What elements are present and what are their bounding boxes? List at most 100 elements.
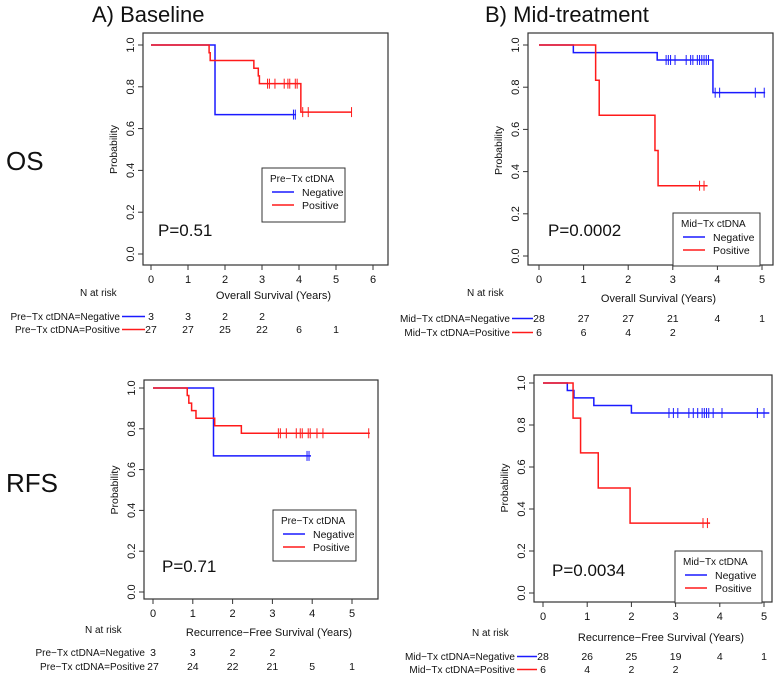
y-tick-label: 1.0 — [516, 375, 528, 390]
x-tick-label: 2 — [222, 274, 228, 286]
legend-box — [674, 550, 763, 604]
x-tick-label: 4 — [717, 611, 723, 623]
risk-count: 21 — [667, 313, 679, 325]
risk-row-label: Mid−Tx ctDNA=Positive — [409, 665, 515, 676]
risk-count: 2 — [230, 647, 236, 659]
y-tick-label: 1.0 — [510, 37, 522, 52]
risk-count: 6 — [581, 327, 587, 339]
km-panel-a-rfs: 0 1 2 3 4 5 0.0 0.2 0.4 0.6 0.8 1.0 Probability Recur… — [36, 379, 379, 673]
legend-box — [261, 167, 346, 223]
x-tick-label: 0 — [536, 274, 542, 286]
legend-label-negative: Negative — [713, 232, 755, 244]
p-value: P=0.71 — [162, 557, 216, 576]
legend-label-negative: Negative — [715, 570, 757, 582]
row-title-os: OS — [6, 146, 44, 176]
x-tick-label: 3 — [259, 274, 265, 286]
p-value: P=0.0034 — [552, 561, 625, 580]
n-at-risk-title: N at risk — [80, 288, 118, 299]
risk-count: 27 — [145, 324, 157, 336]
x-tick-label: 2 — [625, 274, 631, 286]
risk-count: 25 — [219, 324, 231, 336]
risk-row-label: Pre−Tx ctDNA=Negative — [11, 312, 121, 323]
risk-count: 27 — [147, 661, 159, 673]
risk-count: 26 — [581, 651, 593, 663]
km-panel-b-os: 0 1 2 3 4 5 0.0 0.2 0.4 0.6 0.8 1.0 Probability Overa… — [400, 32, 774, 339]
n-at-risk-title: N at risk — [472, 628, 510, 639]
x-tick-label: 5 — [761, 611, 767, 623]
km-curve-positive — [539, 44, 708, 187]
x-tick-label: 5 — [333, 274, 339, 286]
risk-count: 27 — [622, 313, 634, 325]
x-tick-label: 1 — [584, 611, 590, 623]
y-tick-label: 0.6 — [510, 122, 522, 137]
risk-count: 28 — [533, 313, 545, 325]
risk-count: 3 — [190, 647, 196, 659]
risk-row-label: Pre−Tx ctDNA=Positive — [15, 325, 120, 336]
risk-count: 27 — [578, 313, 590, 325]
risk-row-label: Pre−Tx ctDNA=Positive — [40, 662, 145, 673]
risk-count: 1 — [333, 324, 339, 336]
km-curve-positive — [543, 382, 711, 524]
legend-label-positive: Positive — [713, 245, 750, 257]
legend-title: Mid−Tx ctDNA — [683, 557, 748, 568]
x-tick-label: 0 — [148, 274, 154, 286]
x-tick-label: 2 — [628, 611, 634, 623]
risk-count: 6 — [536, 327, 542, 339]
x-axis-label: Recurrence−Free Survival (Years) — [578, 632, 744, 644]
x-tick-label: 5 — [349, 608, 355, 620]
x-tick-label: 1 — [581, 274, 587, 286]
y-tick-label: 0.0 — [125, 246, 137, 261]
y-tick-label: 0.4 — [126, 503, 138, 518]
risk-count: 2 — [259, 311, 265, 323]
y-tick-label: 0.6 — [516, 459, 528, 474]
y-tick-label: 1.0 — [126, 380, 138, 395]
x-tick-label: 3 — [670, 274, 676, 286]
risk-count: 1 — [349, 661, 355, 673]
x-tick-label: 1 — [185, 274, 191, 286]
km-panel-a-os: 0 1 2 3 4 5 6 0.0 0.2 0.4 0.6 0.8 1.0 Probability Over… — [11, 32, 389, 336]
legend-title: Pre−Tx ctDNA — [281, 516, 346, 527]
x-axis-label: Recurrence−Free Survival (Years) — [186, 627, 352, 639]
x-tick-label: 3 — [673, 611, 679, 623]
y-axis-label: Probability — [108, 124, 120, 174]
y-tick-label: 0.6 — [125, 121, 137, 136]
x-tick-label: 0 — [540, 611, 546, 623]
p-value: P=0.51 — [158, 221, 212, 240]
risk-count: 1 — [759, 313, 765, 325]
risk-row-label: Mid−Tx ctDNA=Negative — [405, 652, 515, 663]
km-panel-b-rfs: 0 1 2 3 4 5 0.0 0.2 0.4 0.6 0.8 1.0 Probability Recur… — [405, 374, 773, 676]
risk-count: 6 — [296, 324, 302, 336]
risk-count: 19 — [670, 651, 682, 663]
x-tick-label: 4 — [714, 274, 720, 286]
risk-count: 2 — [670, 327, 676, 339]
legend-title: Mid−Tx ctDNA — [681, 219, 746, 230]
legend-label-positive: Positive — [715, 583, 752, 595]
n-at-risk-title: N at risk — [467, 288, 505, 299]
legend-label-positive: Positive — [302, 200, 339, 212]
legend-title: Pre−Tx ctDNA — [270, 174, 335, 185]
risk-count: 4 — [625, 327, 631, 339]
risk-count: 27 — [182, 324, 194, 336]
risk-row-label: Pre−Tx ctDNA=Negative — [36, 648, 146, 659]
x-tick-label: 0 — [150, 608, 156, 620]
km-curve-negative — [153, 387, 312, 457]
risk-count: 4 — [717, 651, 723, 663]
risk-count: 22 — [256, 324, 268, 336]
p-value: P=0.0002 — [548, 221, 621, 240]
risk-count: 28 — [537, 651, 549, 663]
risk-count: 1 — [761, 651, 767, 663]
km-curve-positive — [151, 44, 352, 113]
x-tick-label: 4 — [309, 608, 315, 620]
km-curve-negative — [151, 44, 297, 116]
y-tick-label: 0.2 — [125, 205, 137, 220]
legend-box — [672, 212, 761, 267]
y-tick-label: 0.8 — [516, 417, 528, 432]
y-tick-label: 0.6 — [126, 462, 138, 477]
y-axis-label: Probability — [499, 463, 511, 513]
column-title-baseline: A) Baseline — [92, 2, 205, 27]
y-axis-label: Probability — [109, 465, 121, 515]
legend-label-negative: Negative — [313, 529, 355, 541]
y-tick-label: 0.2 — [126, 544, 138, 559]
risk-count: 4 — [584, 664, 590, 676]
